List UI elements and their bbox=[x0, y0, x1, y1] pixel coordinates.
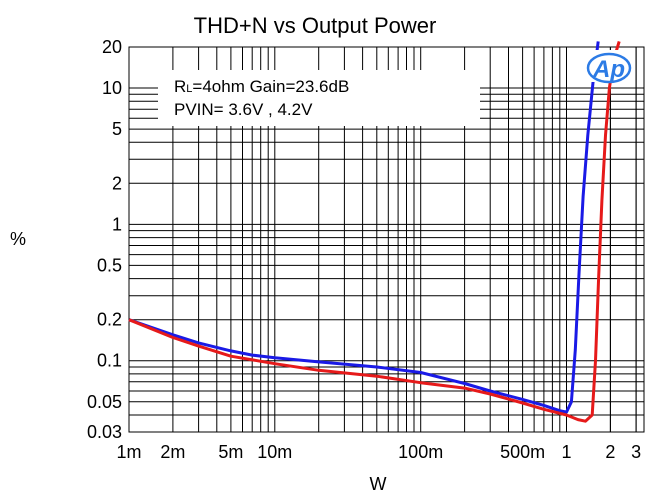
x-tick-label: 10m bbox=[257, 442, 292, 462]
y-tick-label: 2 bbox=[112, 173, 122, 193]
plot-area bbox=[128, 40, 621, 423]
y-tick-label: 0.5 bbox=[97, 255, 122, 275]
x-tick-label: 5m bbox=[218, 442, 243, 462]
y-tick-label: 0.2 bbox=[97, 310, 122, 330]
y-tick-label: 5 bbox=[112, 119, 122, 139]
x-tick-label: 1m bbox=[116, 442, 141, 462]
x-tick-label: 2m bbox=[160, 442, 185, 462]
y-axis-label: % bbox=[10, 229, 26, 249]
annotation-box: RL=4ohm Gain=23.6dB PVIN= 3.6V , 4.2V bbox=[158, 70, 480, 126]
y-tick-label: 0.1 bbox=[97, 351, 122, 371]
y-tick-label: 1 bbox=[112, 214, 122, 234]
series-line-1 bbox=[128, 41, 600, 414]
logo-ring bbox=[586, 52, 632, 84]
annotation-subscript: L bbox=[186, 83, 192, 95]
annotation-rest: =4ohm Gain=23.6dB bbox=[192, 77, 349, 96]
series-line-2 bbox=[128, 40, 621, 423]
y-tick-labels: 20 10 5 2 1 0.5 0.2 0.1 0.05 0.03 bbox=[87, 37, 122, 442]
y-tick-label: 0.03 bbox=[87, 422, 122, 442]
logo-text: Ap bbox=[592, 56, 625, 83]
ap-logo: Ap bbox=[585, 50, 633, 84]
annotation-r: R bbox=[174, 77, 186, 96]
x-axis-label: W bbox=[370, 474, 387, 494]
x-tick-labels: 1m 2m 5m 10m 100m 500m 1 2 3 bbox=[116, 442, 641, 462]
annotation-line1: RL=4ohm Gain=23.6dB bbox=[174, 77, 349, 96]
y-tick-label: 20 bbox=[102, 37, 122, 57]
x-tick-label: 1 bbox=[561, 442, 571, 462]
x-tick-label: 500m bbox=[500, 442, 545, 462]
y-tick-label: 10 bbox=[102, 78, 122, 98]
annotation-background bbox=[158, 70, 480, 126]
x-tick-label: 3 bbox=[631, 442, 641, 462]
y-tick-label: 0.05 bbox=[87, 392, 122, 412]
x-tick-label: 2 bbox=[605, 442, 615, 462]
chart-title: THD+N vs Output Power bbox=[194, 13, 437, 38]
x-tick-label: 100m bbox=[398, 442, 443, 462]
annotation-line2: PVIN= 3.6V , 4.2V bbox=[174, 100, 313, 119]
